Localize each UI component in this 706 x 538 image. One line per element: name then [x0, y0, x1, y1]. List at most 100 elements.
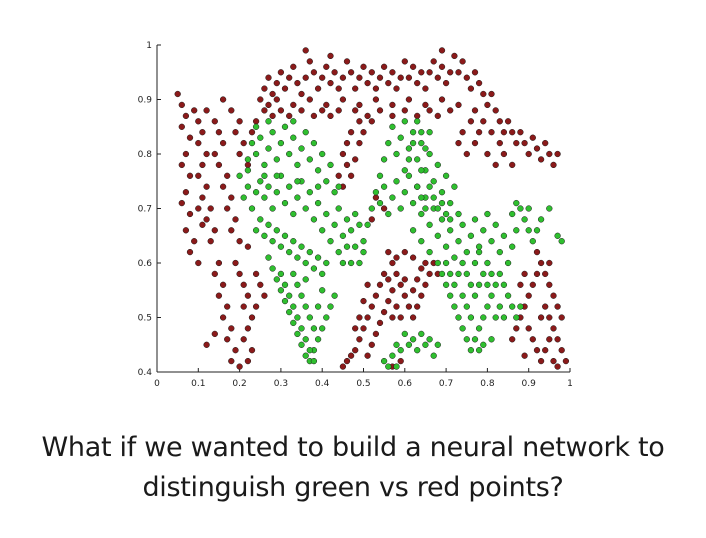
- y-tick-label: 0.9: [138, 96, 153, 106]
- red-point: [380, 205, 388, 212]
- green-point: [261, 161, 268, 169]
- red-point: [405, 74, 413, 81]
- red-point: [182, 227, 190, 234]
- red-point: [347, 172, 355, 179]
- green-point: [418, 129, 425, 136]
- red-point: [368, 341, 375, 348]
- red-point: [199, 194, 206, 201]
- green-point: [331, 292, 338, 299]
- green-point: [314, 183, 322, 190]
- red-point: [310, 112, 318, 120]
- green-point: [248, 205, 256, 212]
- red-point: [356, 101, 363, 109]
- red-point: [414, 303, 421, 310]
- red-point: [380, 270, 388, 278]
- red-point: [319, 107, 326, 114]
- green-point: [393, 363, 400, 370]
- green-point: [405, 172, 413, 179]
- green-point: [252, 189, 260, 196]
- red-point: [463, 150, 470, 158]
- red-point: [393, 254, 400, 261]
- green-point: [294, 161, 301, 169]
- red-point: [356, 118, 363, 125]
- green-point: [306, 314, 313, 321]
- red-point: [248, 347, 256, 354]
- green-point: [475, 243, 483, 250]
- green-point: [319, 150, 326, 158]
- red-point: [542, 270, 549, 278]
- red-point: [376, 107, 384, 114]
- green-point: [492, 314, 499, 321]
- green-point: [298, 243, 305, 250]
- green-point: [480, 314, 487, 321]
- green-point: [380, 183, 388, 190]
- red-point: [554, 363, 561, 370]
- green-point: [434, 259, 441, 267]
- red-point: [389, 112, 396, 120]
- green-point: [347, 259, 355, 267]
- green-point: [294, 254, 301, 261]
- green-point: [302, 303, 309, 310]
- green-point: [302, 129, 309, 136]
- green-point: [335, 183, 342, 190]
- green-point: [426, 183, 433, 190]
- red-point: [281, 85, 289, 92]
- green-point: [471, 216, 479, 223]
- x-tick-label: 0.2: [232, 379, 246, 389]
- red-point: [232, 216, 239, 223]
- green-point: [331, 189, 338, 196]
- green-point: [509, 210, 516, 218]
- green-point: [401, 330, 408, 338]
- red-point: [298, 107, 305, 114]
- red-point: [533, 347, 541, 354]
- red-point: [252, 118, 260, 125]
- red-point: [178, 199, 185, 207]
- green-point: [426, 336, 433, 343]
- green-point: [509, 303, 516, 310]
- red-point: [306, 58, 313, 65]
- red-point: [360, 63, 367, 70]
- red-point: [364, 281, 371, 288]
- green-point: [306, 347, 313, 354]
- green-point: [314, 199, 322, 207]
- green-point: [294, 194, 301, 201]
- red-point: [302, 47, 309, 54]
- green-point: [389, 194, 396, 201]
- caption-line-1: What if we wanted to build a neural netw…: [41, 432, 665, 463]
- green-point: [281, 199, 289, 207]
- green-point: [277, 139, 285, 147]
- green-point: [455, 270, 462, 278]
- red-point: [343, 139, 351, 147]
- green-point: [352, 210, 359, 218]
- red-point: [244, 325, 252, 332]
- green-point: [401, 189, 408, 196]
- red-point: [537, 357, 545, 365]
- green-point: [319, 287, 326, 294]
- red-point: [178, 101, 185, 109]
- red-point: [467, 85, 475, 92]
- red-point: [224, 336, 231, 343]
- red-point: [273, 96, 280, 103]
- green-point: [401, 167, 408, 174]
- green-point: [360, 238, 367, 245]
- red-point: [537, 259, 545, 267]
- green-point: [290, 303, 297, 310]
- red-point: [352, 156, 359, 163]
- red-point: [302, 74, 309, 81]
- red-point: [418, 292, 425, 299]
- green-point: [459, 259, 466, 267]
- green-point: [525, 227, 532, 234]
- red-point: [380, 63, 388, 70]
- red-point: [360, 297, 367, 305]
- red-point: [393, 303, 400, 310]
- green-point: [273, 156, 280, 163]
- red-point: [236, 363, 243, 370]
- green-point: [376, 199, 384, 207]
- red-point: [323, 63, 330, 70]
- green-point: [500, 232, 508, 239]
- green-point: [480, 227, 487, 234]
- red-point: [368, 69, 375, 76]
- red-point: [191, 107, 198, 114]
- red-point: [422, 281, 429, 288]
- green-point: [302, 259, 309, 267]
